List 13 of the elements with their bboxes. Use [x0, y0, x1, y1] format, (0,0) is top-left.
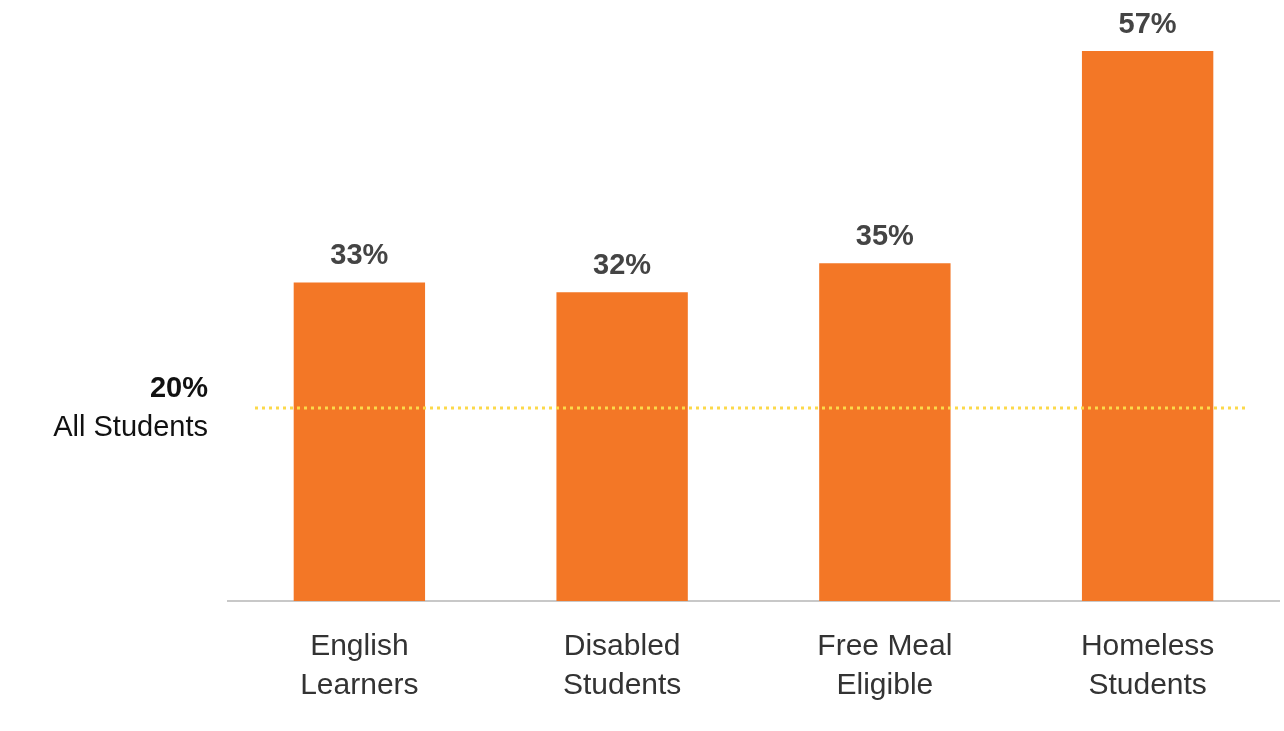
data-label: 32% [593, 247, 652, 280]
ref-line-label: 20% All Students [53, 370, 209, 442]
bar [819, 263, 951, 601]
bar [293, 282, 426, 601]
x-tick-label: Free Meal Eligible [817, 627, 953, 700]
data-label: 57% [1118, 6, 1177, 39]
data-label: 33% [330, 238, 389, 271]
bar [1081, 51, 1214, 601]
bar [556, 292, 688, 601]
x-tick-label: Homeless Students [1080, 627, 1215, 700]
data-label: 35% [855, 218, 915, 251]
x-tick-label: Disabled Students [562, 627, 682, 700]
x-tick-label: English Learners [300, 627, 419, 700]
